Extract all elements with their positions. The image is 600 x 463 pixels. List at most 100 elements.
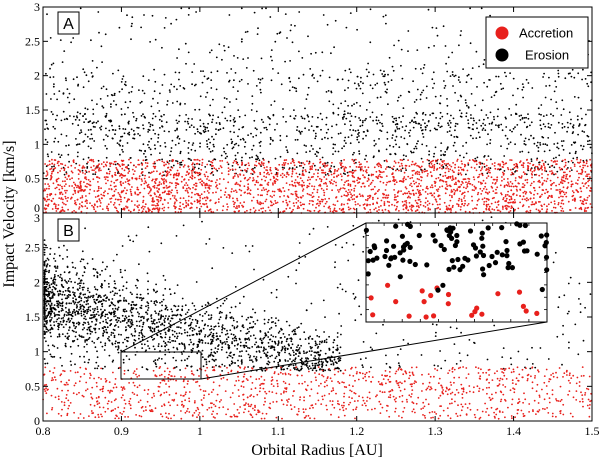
data-point <box>473 119 475 122</box>
data-point <box>267 342 270 344</box>
data-point <box>243 191 246 194</box>
data-point <box>540 127 543 130</box>
data-point <box>282 162 285 164</box>
data-point <box>49 67 51 70</box>
data-point <box>573 163 576 166</box>
data-point <box>44 183 47 185</box>
data-point <box>332 183 334 185</box>
data-point <box>170 22 173 25</box>
data-point <box>583 209 586 211</box>
data-point <box>119 165 122 168</box>
data-point <box>91 204 93 207</box>
data-point <box>587 135 590 138</box>
data-point <box>462 156 465 159</box>
data-point <box>235 160 238 163</box>
data-point <box>164 353 167 356</box>
data-point <box>115 167 118 169</box>
data-point <box>125 345 128 348</box>
data-point <box>180 163 183 166</box>
data-point <box>220 166 223 169</box>
data-point <box>63 167 66 170</box>
data-point <box>467 73 470 76</box>
data-point <box>126 200 128 203</box>
data-point <box>320 128 322 131</box>
data-point <box>347 104 349 107</box>
data-point <box>372 198 374 201</box>
data-point <box>364 185 366 188</box>
data-point <box>116 209 118 212</box>
data-point <box>162 186 165 189</box>
data-point <box>530 158 533 161</box>
data-point <box>510 114 513 116</box>
data-point <box>163 180 165 183</box>
data-point <box>249 208 252 211</box>
data-point <box>190 124 193 127</box>
data-point <box>265 7 267 10</box>
data-point <box>577 179 579 182</box>
data-point <box>474 104 477 107</box>
data-point <box>473 178 476 181</box>
data-point <box>148 121 150 124</box>
data-point <box>54 193 57 196</box>
data-point <box>262 202 264 205</box>
data-point <box>152 200 155 203</box>
data-point <box>352 292 355 295</box>
data-point <box>396 195 399 198</box>
data-point <box>579 172 582 175</box>
data-point <box>285 135 288 138</box>
data-point <box>240 40 243 43</box>
data-point <box>550 201 553 204</box>
data-point <box>203 203 206 206</box>
data-point <box>465 173 467 176</box>
data-point <box>305 98 308 100</box>
data-point <box>144 174 147 177</box>
data-point <box>333 170 336 173</box>
data-point <box>174 195 176 197</box>
data-point <box>322 169 324 172</box>
data-point <box>199 196 202 199</box>
data-point <box>247 162 250 165</box>
data-point <box>510 189 513 192</box>
data-point <box>451 190 454 193</box>
data-point <box>183 343 186 346</box>
data-point <box>303 117 306 120</box>
data-point <box>545 170 548 173</box>
data-point <box>302 188 305 191</box>
data-point <box>156 207 159 210</box>
data-point <box>140 178 143 181</box>
data-point <box>341 78 344 81</box>
data-point <box>171 189 173 192</box>
data-point <box>465 187 467 190</box>
data-point <box>130 38 132 41</box>
data-point <box>550 159 553 162</box>
data-point <box>178 114 181 117</box>
data-point <box>326 188 328 191</box>
data-point <box>280 190 283 193</box>
data-point <box>521 117 524 119</box>
data-point <box>216 179 218 181</box>
data-point <box>138 337 140 340</box>
data-point <box>188 168 191 171</box>
data-point <box>266 190 269 193</box>
data-point <box>447 177 449 180</box>
data-point <box>416 49 419 51</box>
data-point <box>505 75 507 78</box>
data-point <box>400 136 403 138</box>
data-point <box>550 173 553 175</box>
data-point <box>216 306 219 309</box>
data-point <box>258 162 261 165</box>
data-point <box>380 113 383 116</box>
data-point <box>154 359 157 362</box>
data-point <box>305 145 307 147</box>
data-point <box>201 180 203 183</box>
data-point <box>449 175 452 178</box>
data-point <box>482 210 485 213</box>
data-point <box>434 185 437 187</box>
data-point <box>454 177 457 180</box>
data-point <box>83 71 86 74</box>
data-point <box>310 52 312 55</box>
data-point <box>417 185 420 188</box>
data-point <box>224 117 227 120</box>
data-point <box>359 358 362 361</box>
data-point <box>566 130 568 133</box>
